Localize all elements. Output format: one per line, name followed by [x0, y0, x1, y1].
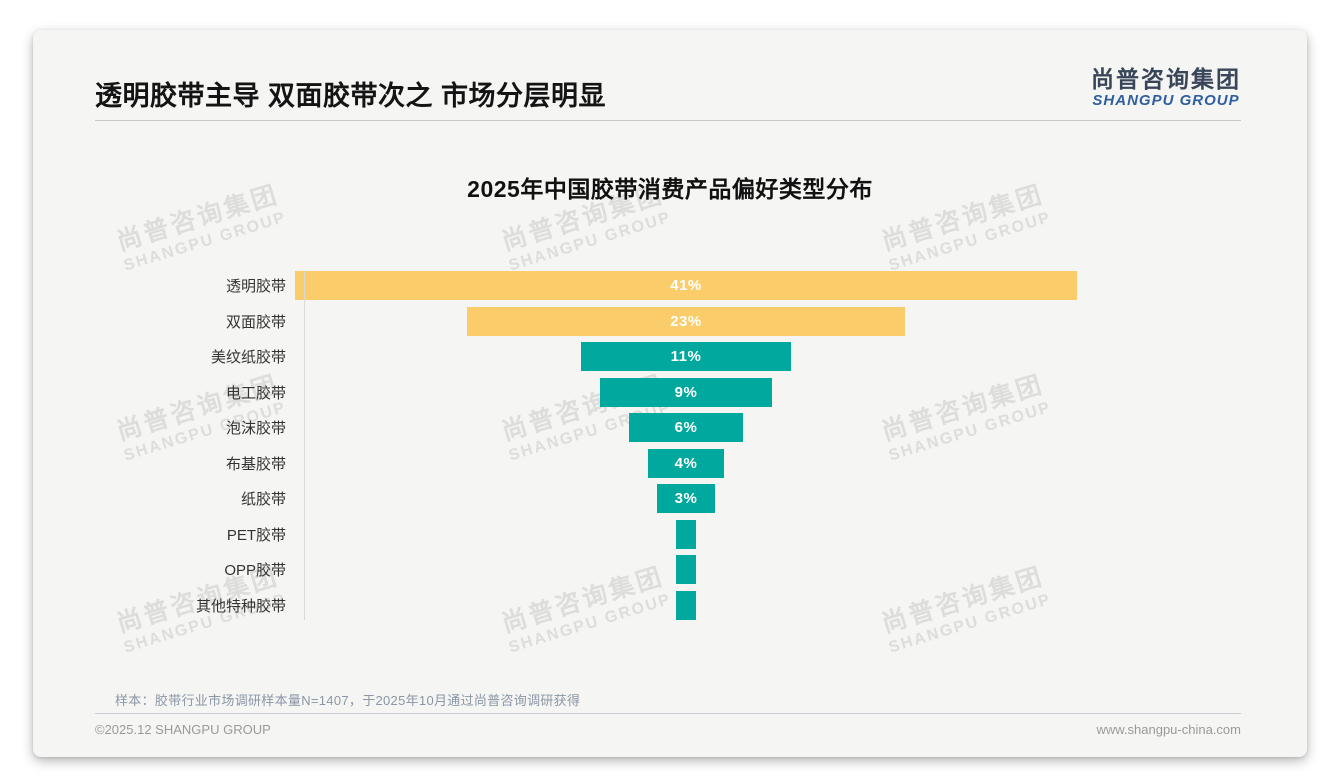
bar: 11%	[581, 342, 791, 372]
page-title: 透明胶带主导 双面胶带次之 市场分层明显	[95, 81, 607, 111]
footer-bar: ©2025.12 SHANGPU GROUP www.shangpu-china…	[95, 722, 1241, 737]
bar-value-label: 3%	[674, 490, 698, 508]
category-label: 其他特种胶带	[195, 597, 286, 615]
category-label: 电工胶带	[225, 384, 286, 402]
bar: 4%	[647, 448, 725, 478]
category-label: 泡沫胶带	[225, 420, 286, 438]
bar: 3%	[657, 484, 715, 514]
category-label: 布基胶带	[225, 455, 286, 473]
bar-area: 23%	[295, 306, 1077, 336]
bar-area: 11%	[295, 342, 1077, 372]
category-label: 纸胶带	[240, 491, 286, 509]
bar: 23%	[466, 306, 906, 336]
bar-area	[295, 555, 1077, 585]
chart-row: 美纹纸胶带 11%	[33, 339, 1307, 375]
category-label: 透明胶带	[225, 278, 286, 296]
chart-row: OPP胶带	[33, 552, 1307, 588]
footer-divider	[95, 713, 1241, 714]
bar	[676, 555, 696, 585]
bar-area	[295, 590, 1077, 620]
bar	[676, 590, 696, 620]
bar-value-label: 9%	[674, 383, 698, 401]
header-divider	[95, 120, 1241, 121]
bar-value-label: 11%	[670, 348, 702, 366]
chart-row: 透明胶带 41%	[33, 268, 1307, 304]
y-axis-line	[304, 271, 305, 620]
sample-note: 样本：胶带行业市场调研样本量N=1407，于2025年10月通过尚普咨询调研获得	[115, 693, 581, 708]
website-url: www.shangpu-china.com	[1096, 722, 1241, 737]
bar	[676, 519, 696, 549]
chart-row: 双面胶带 23%	[33, 304, 1307, 340]
chart-row: 其他特种胶带	[33, 588, 1307, 624]
bar-value-label: 6%	[674, 419, 698, 437]
chart-row: 布基胶带 4%	[33, 446, 1307, 482]
chart-row: 纸胶带 3%	[33, 481, 1307, 517]
bar: 41%	[295, 271, 1077, 301]
bar-area: 3%	[295, 484, 1077, 514]
bar-area: 4%	[295, 448, 1077, 478]
category-label: OPP胶带	[224, 562, 286, 580]
company-logo: 尚普咨询集团 SHANGPU GROUP	[1091, 66, 1241, 110]
bar-area: 6%	[295, 413, 1077, 443]
category-label: 美纹纸胶带	[210, 349, 286, 367]
chart-title: 2025年中国胶带消费产品偏好类型分布	[467, 176, 873, 202]
bar-chart: 透明胶带 41% 双面胶带 23% 美纹纸胶带 11% 电工胶带 9% 泡沫胶带 6% 布基胶带 4%…	[33, 268, 1307, 623]
bar-area: 9%	[295, 377, 1077, 407]
bar: 6%	[628, 413, 744, 443]
bar-area: 41%	[295, 271, 1077, 301]
category-label: 双面胶带	[225, 313, 286, 331]
chart-row: 泡沫胶带 6%	[33, 410, 1307, 446]
bar-value-label: 23%	[670, 312, 702, 330]
logo-english-text: SHANGPU GROUP	[1092, 92, 1240, 110]
slide-content: 透明胶带主导 双面胶带次之 市场分层明显 尚普咨询集团 SHANGPU GROU…	[33, 30, 1307, 757]
chart-row: PET胶带	[33, 517, 1307, 553]
logo-chinese-text: 尚普咨询集团	[1091, 66, 1241, 92]
copyright-text: ©2025.12 SHANGPU GROUP	[95, 722, 271, 737]
chart-row: 电工胶带 9%	[33, 375, 1307, 411]
slide-card: 尚普咨询集团 SHANGPU GROUP 尚普咨询集团 SHANGPU GROUP 尚普…	[33, 30, 1307, 757]
category-label: PET胶带	[226, 526, 286, 544]
bar-area	[295, 519, 1077, 549]
bar: 9%	[600, 377, 772, 407]
bar-value-label: 4%	[674, 454, 698, 472]
bar-value-label: 41%	[670, 277, 702, 295]
